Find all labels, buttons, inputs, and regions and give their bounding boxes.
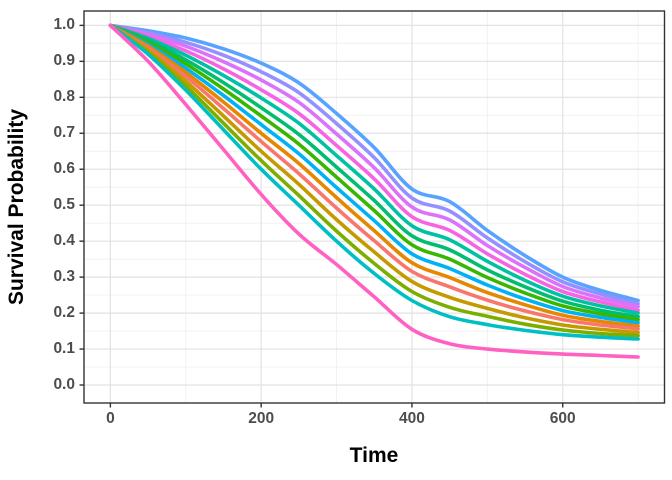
x-tick-label: 600 <box>549 410 576 427</box>
survival-curve-curve-09 <box>108 23 640 328</box>
y-tick-label: 0.2 <box>53 304 75 322</box>
x-tick-label: 0 <box>106 410 115 427</box>
survival-curve-curve-06 <box>108 23 640 319</box>
survival-curve-curve-04 <box>108 23 640 312</box>
survival-curve-curve-12 <box>108 23 640 338</box>
x-tick-label: 200 <box>248 410 275 427</box>
panel-border <box>83 10 666 404</box>
x-tick-label: 400 <box>399 410 425 427</box>
y-tick-label: 0.8 <box>53 88 75 106</box>
y-tick-label: 0.4 <box>53 232 75 250</box>
y-tick-label: 0.3 <box>53 268 75 286</box>
survival-curve-curve-11 <box>108 23 640 335</box>
survival-curve-curve-07 <box>108 23 640 322</box>
y-tick-label: 0.7 <box>53 124 75 142</box>
y-tick-label: 0.0 <box>53 376 75 394</box>
y-tick-label: 0.9 <box>53 52 75 70</box>
survival-curve-curve-01 <box>108 23 640 303</box>
y-axis-title: Survival Probability <box>5 108 28 306</box>
survival-curve-curve-13 <box>108 23 640 341</box>
y-tick-label: 0.1 <box>53 340 75 358</box>
y-tick-label: 1.0 <box>53 16 75 34</box>
y-tick-label: 0.5 <box>53 196 75 214</box>
y-tick-label: 0.6 <box>53 160 75 178</box>
survival-curve-curve-05 <box>108 23 640 315</box>
x-axis-title: Time <box>349 444 399 467</box>
survival-curve-curve-10 <box>108 23 640 331</box>
survival-curve-curve-03 <box>108 23 640 309</box>
survival-curve-curve-08 <box>108 23 640 325</box>
survival-curve-curve-14 <box>108 23 640 359</box>
survival-curve-curve-02 <box>108 23 640 306</box>
